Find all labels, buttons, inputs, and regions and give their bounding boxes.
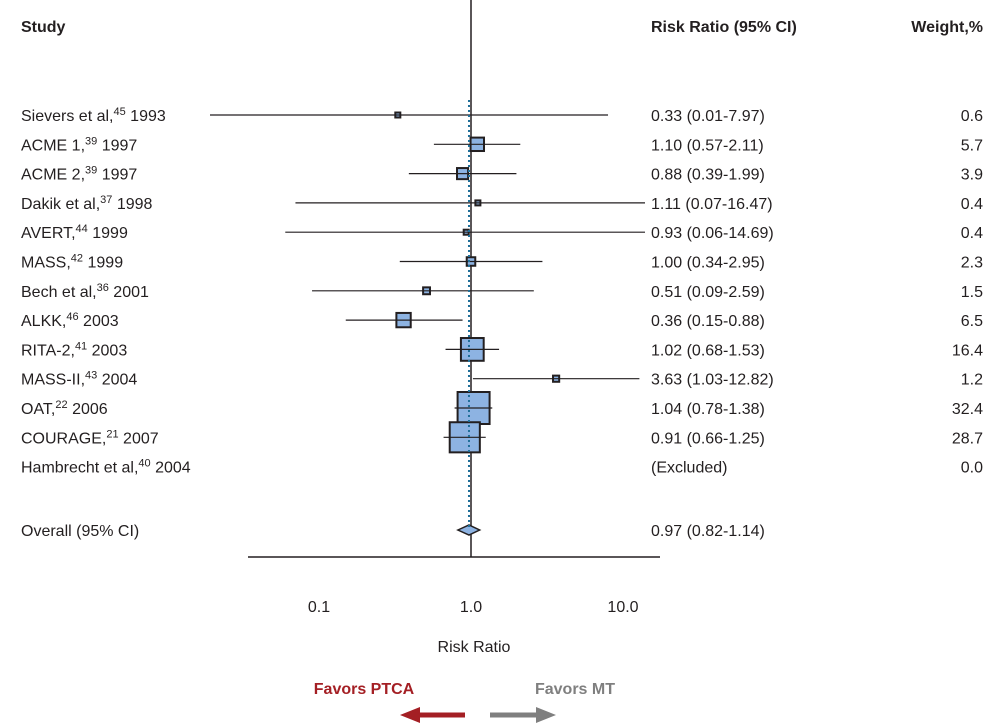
weight-column-header: Weight,% xyxy=(911,19,983,36)
risk-ratio-value: 0.33 (0.01-7.97) xyxy=(651,108,765,125)
favors-ptca-arrow xyxy=(400,707,465,723)
study-label: ALKK,46 2003 xyxy=(21,311,119,330)
study-label: ACME 1,39 1997 xyxy=(21,135,137,154)
risk-ratio-value: 0.51 (0.09-2.59) xyxy=(651,284,765,301)
study-label: Dakik et al,37 1998 xyxy=(21,194,153,213)
study-label: AVERT,44 1999 xyxy=(21,223,128,242)
risk-ratio-column-header: Risk Ratio (95% CI) xyxy=(651,19,797,36)
risk-ratio-value: 3.63 (1.03-12.82) xyxy=(651,372,774,389)
study-label: MASS-II,43 2004 xyxy=(21,370,137,389)
risk-ratio-value: 1.04 (0.78-1.38) xyxy=(651,401,765,418)
plot-area xyxy=(210,0,660,558)
weight-value: 6.5 xyxy=(961,313,983,330)
study-label: COURAGE,21 2007 xyxy=(21,428,159,447)
study-label: RITA-2,41 2003 xyxy=(21,340,127,359)
x-tick-label: 10.0 xyxy=(607,599,638,616)
risk-ratio-value: 0.88 (0.39-1.99) xyxy=(651,167,765,184)
x-tick-label: 0.1 xyxy=(308,599,330,616)
weight-value: 1.5 xyxy=(961,284,983,301)
favors-mt-arrow xyxy=(490,707,556,723)
overall-label: Overall (95% CI) xyxy=(21,523,139,540)
x-axis-label: Risk Ratio xyxy=(438,639,511,656)
x-tick-label: 1.0 xyxy=(460,599,482,616)
risk-ratio-value: 1.02 (0.68-1.53) xyxy=(651,342,765,359)
weight-value: 0.6 xyxy=(961,108,983,125)
weight-value: 3.9 xyxy=(961,167,983,184)
study-label: ACME 2,39 1997 xyxy=(21,165,137,184)
favors-ptca-label: Favors PTCA xyxy=(314,681,415,698)
study-table: 0.1 1.0 10.0 Sievers et al,45 1993 0.33 (0.0… xyxy=(21,106,983,616)
risk-ratio-value: 1.00 (0.34-2.95) xyxy=(651,255,765,272)
risk-ratio-value: 0.93 (0.06-14.69) xyxy=(651,225,774,242)
study-label: MASS,42 1999 xyxy=(21,253,123,272)
overall-diamond xyxy=(456,524,482,536)
weight-value: 16.4 xyxy=(952,342,983,359)
weight-value: 32.4 xyxy=(952,401,983,418)
risk-ratio-value: (Excluded) xyxy=(651,460,727,477)
risk-ratio-value: 1.10 (0.57-2.11) xyxy=(651,137,764,154)
risk-ratio-value: 0.36 (0.15-0.88) xyxy=(651,313,765,330)
weight-value: 0.4 xyxy=(961,225,983,242)
risk-ratio-value: 0.91 (0.66-1.25) xyxy=(651,430,765,447)
study-markers xyxy=(394,111,561,454)
weight-value: 2.3 xyxy=(961,255,983,272)
weight-value: 1.2 xyxy=(961,372,983,389)
study-column-header: Study xyxy=(21,19,66,36)
study-label: Bech et al,36 2001 xyxy=(21,282,149,301)
overall-risk-ratio: 0.97 (0.82-1.14) xyxy=(651,523,765,540)
weight-value: 5.7 xyxy=(961,137,983,154)
weight-value: 0.0 xyxy=(961,460,983,477)
study-label: Hambrecht et al,40 2004 xyxy=(21,458,191,477)
weight-value: 28.7 xyxy=(952,430,983,447)
study-label: Sievers et al,45 1993 xyxy=(21,106,166,125)
study-label: OAT,22 2006 xyxy=(21,399,108,418)
risk-ratio-value: 1.11 (0.07-16.47) xyxy=(651,196,773,213)
favors-mt-label: Favors MT xyxy=(535,681,615,698)
weight-value: 0.4 xyxy=(961,196,983,213)
